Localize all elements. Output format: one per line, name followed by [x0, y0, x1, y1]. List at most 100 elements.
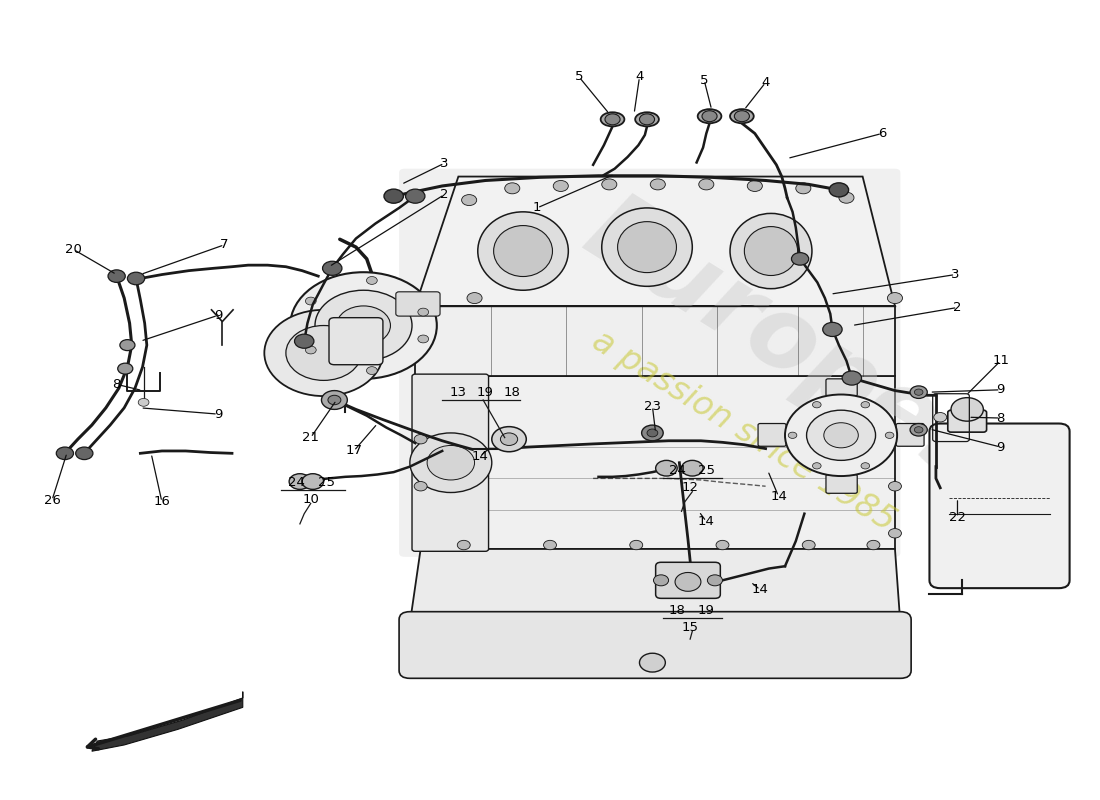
Circle shape	[290, 272, 437, 379]
Circle shape	[295, 334, 313, 348]
Circle shape	[264, 310, 383, 396]
Text: 19: 19	[477, 386, 494, 398]
Circle shape	[315, 290, 412, 361]
Circle shape	[406, 189, 425, 203]
Circle shape	[418, 335, 429, 343]
Ellipse shape	[730, 214, 812, 289]
Circle shape	[656, 460, 678, 476]
Circle shape	[829, 183, 848, 197]
Circle shape	[886, 432, 894, 438]
Polygon shape	[416, 177, 895, 306]
Circle shape	[543, 540, 557, 550]
Polygon shape	[91, 692, 243, 751]
Text: 15: 15	[682, 621, 698, 634]
Circle shape	[747, 181, 762, 191]
Circle shape	[889, 434, 901, 444]
Text: Europes: Europes	[568, 183, 1006, 507]
Circle shape	[427, 446, 474, 480]
Ellipse shape	[601, 112, 625, 126]
Circle shape	[785, 394, 898, 476]
Ellipse shape	[617, 222, 676, 273]
Circle shape	[653, 575, 669, 586]
FancyBboxPatch shape	[399, 612, 911, 678]
Circle shape	[462, 194, 476, 206]
Circle shape	[415, 482, 427, 491]
FancyBboxPatch shape	[948, 410, 987, 432]
Circle shape	[802, 540, 815, 550]
Text: 4: 4	[761, 76, 770, 89]
Text: 8: 8	[997, 411, 1004, 425]
Text: 14: 14	[472, 450, 488, 463]
Circle shape	[843, 371, 861, 385]
Circle shape	[366, 366, 377, 374]
Text: 9: 9	[213, 309, 222, 322]
Circle shape	[889, 529, 901, 538]
Circle shape	[910, 423, 927, 436]
Circle shape	[321, 390, 348, 410]
Text: 6: 6	[878, 127, 887, 140]
Text: 18: 18	[504, 386, 520, 398]
Circle shape	[602, 179, 617, 190]
Circle shape	[630, 540, 642, 550]
Circle shape	[505, 183, 520, 194]
Circle shape	[952, 398, 983, 421]
Polygon shape	[410, 549, 900, 623]
Circle shape	[56, 447, 74, 459]
Circle shape	[418, 308, 429, 316]
FancyBboxPatch shape	[758, 423, 786, 446]
Circle shape	[641, 425, 663, 441]
Text: 9: 9	[997, 441, 1004, 454]
FancyBboxPatch shape	[826, 474, 857, 494]
Ellipse shape	[635, 112, 659, 126]
Circle shape	[888, 293, 902, 303]
Ellipse shape	[697, 109, 722, 123]
Text: 5: 5	[700, 74, 708, 86]
Circle shape	[458, 540, 470, 550]
FancyBboxPatch shape	[329, 318, 383, 365]
Text: 22: 22	[949, 511, 966, 524]
Circle shape	[789, 432, 796, 438]
Text: 1: 1	[532, 202, 541, 214]
FancyBboxPatch shape	[396, 292, 440, 316]
Text: a passion since 1985: a passion since 1985	[586, 324, 902, 538]
Text: 3: 3	[440, 157, 449, 170]
Circle shape	[824, 422, 858, 448]
Text: 14: 14	[697, 515, 715, 528]
Ellipse shape	[477, 212, 569, 290]
Circle shape	[306, 297, 316, 305]
Polygon shape	[416, 377, 895, 549]
Text: 4: 4	[636, 70, 644, 83]
Text: 9: 9	[997, 383, 1004, 396]
Circle shape	[639, 114, 654, 125]
Circle shape	[139, 398, 148, 406]
Circle shape	[795, 183, 811, 194]
Circle shape	[813, 402, 821, 408]
Circle shape	[286, 326, 361, 381]
Text: 17: 17	[345, 445, 362, 458]
Circle shape	[108, 270, 125, 282]
FancyBboxPatch shape	[896, 423, 924, 446]
Text: 5: 5	[575, 70, 583, 83]
Text: 14: 14	[770, 490, 786, 503]
Text: 18: 18	[669, 604, 685, 617]
Circle shape	[702, 110, 717, 122]
Text: 2: 2	[954, 301, 961, 314]
Text: 3: 3	[952, 268, 959, 281]
Circle shape	[492, 426, 526, 452]
Circle shape	[337, 306, 390, 345]
Circle shape	[861, 462, 870, 469]
Circle shape	[605, 114, 620, 125]
Text: 20: 20	[65, 243, 82, 256]
Text: 9: 9	[213, 408, 222, 421]
Circle shape	[647, 429, 658, 437]
Circle shape	[468, 293, 482, 303]
Polygon shape	[416, 306, 895, 377]
Circle shape	[500, 433, 518, 446]
Ellipse shape	[730, 109, 754, 123]
Circle shape	[806, 410, 876, 460]
Circle shape	[682, 460, 703, 476]
Text: 8: 8	[112, 378, 121, 391]
Circle shape	[553, 181, 569, 191]
Circle shape	[128, 272, 145, 285]
FancyBboxPatch shape	[930, 423, 1069, 588]
